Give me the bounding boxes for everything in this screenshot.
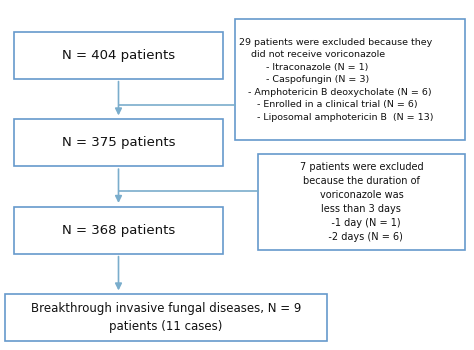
Text: N = 375 patients: N = 375 patients: [62, 136, 175, 149]
FancyBboxPatch shape: [258, 154, 465, 250]
Text: N = 404 patients: N = 404 patients: [62, 49, 175, 62]
Text: 7 patients were excluded
because the duration of
voriconazole was
less than 3 da: 7 patients were excluded because the dur…: [300, 162, 423, 242]
FancyBboxPatch shape: [14, 119, 223, 166]
FancyBboxPatch shape: [14, 206, 223, 254]
Text: 29 patients were excluded because they
    did not receive voriconazole
        : 29 patients were excluded because they d…: [239, 38, 434, 122]
FancyBboxPatch shape: [14, 32, 223, 79]
FancyBboxPatch shape: [5, 294, 327, 341]
Text: N = 368 patients: N = 368 patients: [62, 224, 175, 237]
Text: Breakthrough invasive fungal diseases, N = 9
patients (11 cases): Breakthrough invasive fungal diseases, N…: [31, 302, 301, 333]
FancyBboxPatch shape: [235, 19, 465, 140]
